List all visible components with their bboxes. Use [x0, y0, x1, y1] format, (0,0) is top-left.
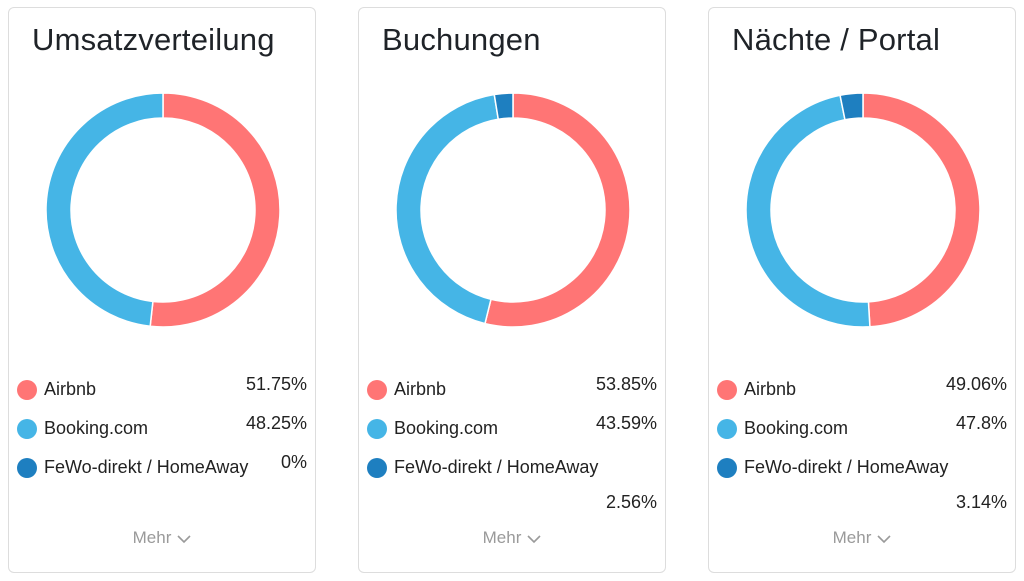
- legend-label: Booking.com: [744, 418, 849, 438]
- more-label: Mehr: [832, 528, 872, 547]
- legend-value: 48.25%: [245, 413, 307, 433]
- legend-value: 49.06%: [945, 374, 1007, 394]
- legend-item-airbnb[interactable]: Airbnb 51.75%: [17, 374, 307, 404]
- legend-value: 43.59%: [595, 413, 657, 433]
- legend-label: Booking.com: [394, 418, 499, 438]
- legend-dot-booking: [367, 419, 387, 439]
- legend-label: Airbnb: [744, 379, 797, 399]
- legend-dot-airbnb: [717, 380, 737, 400]
- more-button[interactable]: Mehr: [359, 528, 665, 549]
- legend-item-booking[interactable]: Booking.com 48.25%: [17, 413, 307, 443]
- donut-chart: [745, 92, 981, 328]
- legend-item-airbnb[interactable]: Airbnb 53.85%: [367, 374, 657, 404]
- chevron-down-icon: [527, 529, 541, 549]
- donut-slice-booking[interactable]: [45, 92, 164, 328]
- legend-item-fewo[interactable]: FeWo-direkt / HomeAway 3.14%: [717, 452, 1007, 512]
- more-button[interactable]: Mehr: [709, 528, 1015, 549]
- card-title: Umsatzverteilung: [32, 22, 275, 57]
- card-buchungen: Buchungen Airbnb 53.85% Booking.com 43.5…: [358, 7, 666, 573]
- legend-value: 47.8%: [955, 413, 1007, 433]
- legend-dot-booking: [717, 419, 737, 439]
- card-title: Nächte / Portal: [732, 22, 941, 57]
- legend-value: 51.75%: [245, 374, 307, 394]
- donut-chart: [395, 92, 631, 328]
- chevron-down-icon: [877, 529, 891, 549]
- legend-dot-fewo: [367, 458, 387, 478]
- legend-value: 2.56%: [605, 492, 657, 512]
- more-label: Mehr: [482, 528, 522, 547]
- legend-value: 3.14%: [955, 492, 1007, 512]
- donut-slice-airbnb[interactable]: [149, 92, 281, 328]
- card-naechte-portal: Nächte / Portal Airbnb 49.06% Booking.co…: [708, 7, 1016, 573]
- legend-dot-booking: [17, 419, 37, 439]
- legend-label: FeWo-direkt / HomeAway: [744, 457, 949, 477]
- legend-label: Booking.com: [44, 418, 149, 438]
- legend-dot-fewo: [17, 458, 37, 478]
- card-title: Buchungen: [382, 22, 541, 57]
- legend-value: 53.85%: [595, 374, 657, 394]
- legend-item-booking[interactable]: Booking.com 47.8%: [717, 413, 1007, 443]
- more-button[interactable]: Mehr: [9, 528, 315, 549]
- legend-label: FeWo-direkt / HomeAway: [394, 457, 599, 477]
- donut-slice-booking[interactable]: [395, 93, 500, 325]
- legend-item-airbnb[interactable]: Airbnb 49.06%: [717, 374, 1007, 404]
- donut-slice-fewo[interactable]: [839, 92, 864, 121]
- legend-dot-airbnb: [367, 380, 387, 400]
- legend-value: 0%: [280, 452, 307, 472]
- legend-item-fewo[interactable]: FeWo-direkt / HomeAway 2.56%: [367, 452, 657, 512]
- donut-slice-airbnb[interactable]: [862, 92, 981, 328]
- legend-label: FeWo-direkt / HomeAway: [44, 457, 249, 477]
- legend-label: Airbnb: [44, 379, 97, 399]
- legend-dot-fewo: [717, 458, 737, 478]
- legend-label: Airbnb: [394, 379, 447, 399]
- legend-dot-airbnb: [17, 380, 37, 400]
- card-umsatzverteilung: Umsatzverteilung Airbnb 51.75% Booking.c…: [8, 7, 316, 573]
- more-label: Mehr: [132, 528, 172, 547]
- donut-slice-booking[interactable]: [745, 94, 871, 328]
- donut-slice-fewo[interactable]: [493, 92, 514, 121]
- donut-slice-airbnb[interactable]: [484, 92, 631, 328]
- legend-item-booking[interactable]: Booking.com 43.59%: [367, 413, 657, 443]
- chevron-down-icon: [177, 529, 191, 549]
- legend-item-fewo[interactable]: FeWo-direkt / HomeAway 0%: [17, 452, 307, 482]
- donut-chart: [45, 92, 281, 328]
